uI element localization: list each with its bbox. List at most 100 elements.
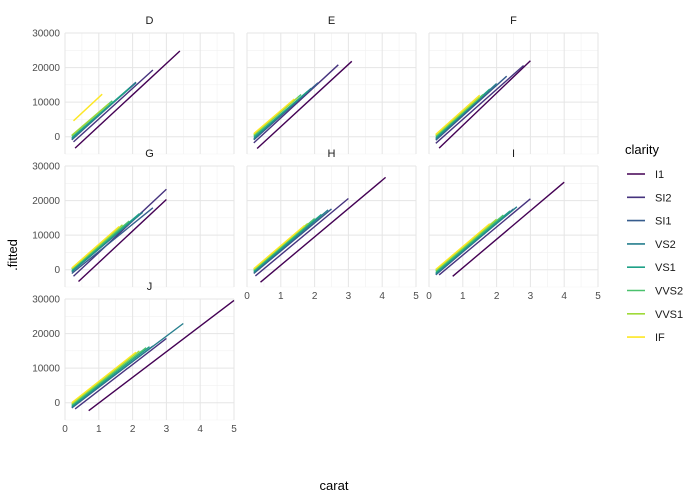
facet-j-line-si2 bbox=[74, 337, 167, 410]
facet-g-line-i1 bbox=[78, 198, 167, 283]
facet-h-line-if bbox=[253, 224, 305, 270]
legend-item-if: IF bbox=[627, 332, 665, 344]
facet-j-x-tick-label: 0 bbox=[62, 424, 68, 435]
legend-items: I1 SI2 SI1 VS2 VS1 VVS2 VVS1 IF bbox=[627, 169, 683, 344]
facet-g-y-tick-label: 30000 bbox=[32, 162, 60, 173]
facet-i-x-tick-label: 3 bbox=[528, 291, 534, 302]
legend-label-vvs1: VVS1 bbox=[655, 309, 683, 321]
facet-j-y-tick-label: 20000 bbox=[32, 329, 60, 340]
facet-j-x-tick-label: 1 bbox=[96, 424, 102, 435]
facet-d: D 0 10000 20000 30000 bbox=[32, 15, 235, 155]
facet-d-y-tick-label: 10000 bbox=[32, 98, 60, 109]
facet-h-line-vs2 bbox=[253, 209, 329, 274]
legend-label-si1: SI1 bbox=[655, 216, 672, 228]
facet-d-strip-label: D bbox=[146, 15, 154, 27]
facet-h-x-tick-label: 0 bbox=[244, 291, 250, 302]
facet-i: I 0 1 2 3 4 5 bbox=[426, 148, 601, 302]
facet-i-line-if bbox=[435, 223, 491, 270]
facet-g-line-si1 bbox=[71, 207, 154, 275]
facet-j-x-tick-label: 3 bbox=[164, 424, 170, 435]
legend-item-si2: SI2 bbox=[627, 192, 672, 204]
facet-h-x-tick-label: 1 bbox=[278, 291, 284, 302]
facet-j-line-vs2 bbox=[71, 322, 184, 408]
facet-j-strip-label: J bbox=[147, 281, 153, 293]
facet-e-line-i1 bbox=[256, 60, 353, 150]
legend-item-vvs1: VVS1 bbox=[627, 309, 683, 321]
legend-label-vs2: VS2 bbox=[655, 239, 676, 251]
facet-g-y-tick-label: 10000 bbox=[32, 231, 60, 242]
legend: clarity I1 SI2 SI1 VS2 VS1 VVS2 VVS1 IF bbox=[625, 142, 683, 344]
y-axis-title: .fitted bbox=[5, 239, 20, 271]
facet-d-line-i1 bbox=[74, 50, 181, 149]
legend-title: clarity bbox=[625, 142, 659, 157]
facet-i-line-vvs1 bbox=[435, 218, 498, 271]
facet-f-line-i1 bbox=[438, 60, 531, 149]
facet-e-strip-label: E bbox=[328, 15, 335, 27]
facet-j-y-tick-label: 0 bbox=[54, 398, 60, 409]
facet-g: G 0 10000 20000 30000 bbox=[32, 148, 235, 288]
facet-d-y-tick-label: 30000 bbox=[32, 29, 60, 40]
facet-i-x-tick-label: 4 bbox=[561, 291, 567, 302]
facet-d-y-tick-label: 0 bbox=[54, 132, 60, 143]
facet-f-line-si2 bbox=[435, 64, 525, 144]
facet-h-line-si2 bbox=[254, 197, 349, 277]
facet-d-line-vs1 bbox=[71, 87, 130, 139]
facet-h-x-tick-label: 5 bbox=[413, 291, 419, 302]
facet-g-line-vs2 bbox=[71, 211, 144, 273]
facet-h: H 0 1 2 3 4 5 bbox=[244, 148, 419, 302]
facet-j-line-i1 bbox=[88, 299, 235, 412]
facet-e-line-vvs1 bbox=[253, 97, 299, 136]
facets-layer: D 0 10000 20000 30000 E F G 0 10000 20000 30000 H 0 1 2… bbox=[32, 15, 601, 435]
facet-g-y-tick-label: 20000 bbox=[32, 196, 60, 207]
facet-h-x-tick-label: 2 bbox=[312, 291, 318, 302]
facet-f-strip-label: F bbox=[510, 15, 517, 27]
facet-i-line-si2 bbox=[438, 198, 531, 276]
facet-i-line-vs1 bbox=[435, 210, 511, 274]
facet-j-line-vs1 bbox=[71, 346, 150, 407]
facet-g-line-si2 bbox=[73, 188, 167, 277]
legend-item-i1: I1 bbox=[627, 169, 664, 181]
facet-j-x-tick-label: 2 bbox=[130, 424, 136, 435]
facet-d-y-tick-label: 20000 bbox=[32, 63, 60, 74]
facet-g-y-tick-label: 0 bbox=[54, 265, 60, 276]
facet-j-x-tick-label: 5 bbox=[231, 424, 237, 435]
facet-h-line-vs1 bbox=[253, 213, 322, 272]
facet-j-x-tick-label: 4 bbox=[197, 424, 203, 435]
facet-h-x-tick-label: 4 bbox=[379, 291, 385, 302]
facet-j-line-vvs2 bbox=[71, 347, 147, 406]
facet-e-line-if bbox=[253, 98, 295, 135]
facet-i-x-tick-label: 0 bbox=[426, 291, 432, 302]
facet-f-line-si1 bbox=[435, 75, 508, 141]
facet-d-line-if bbox=[73, 93, 103, 122]
legend-label-vvs2: VVS2 bbox=[655, 286, 683, 298]
legend-item-vs1: VS1 bbox=[627, 262, 676, 274]
facet-i-x-tick-label: 2 bbox=[494, 291, 500, 302]
legend-label-vs1: VS1 bbox=[655, 262, 676, 274]
facet-j-y-tick-label: 10000 bbox=[32, 364, 60, 375]
facet-h-line-si1 bbox=[253, 208, 332, 275]
facet-i-line-vvs2 bbox=[435, 214, 504, 272]
facet-j-y-tick-label: 30000 bbox=[32, 295, 60, 306]
facet-e: E bbox=[246, 15, 417, 155]
facet-f-line-if bbox=[435, 94, 481, 135]
facet-i-strip-label: I bbox=[512, 148, 515, 160]
facet-i-x-tick-label: 5 bbox=[595, 291, 601, 302]
facet-e-line-vs1 bbox=[253, 90, 309, 138]
facet-h-line-i1 bbox=[260, 176, 387, 283]
facet-e-line-si2 bbox=[253, 64, 339, 144]
facet-g-line-vs1 bbox=[71, 213, 140, 272]
legend-item-si1: SI1 bbox=[627, 216, 672, 228]
facet-j-line-if bbox=[71, 351, 137, 404]
facet-i-line-vs2 bbox=[435, 206, 518, 275]
legend-label-si2: SI2 bbox=[655, 192, 672, 204]
facet-h-x-tick-label: 3 bbox=[346, 291, 352, 302]
facet-h-strip-label: H bbox=[328, 148, 336, 160]
x-axis-title: carat bbox=[320, 478, 349, 493]
legend-label-i1: I1 bbox=[655, 169, 664, 181]
legend-item-vs2: VS2 bbox=[627, 239, 676, 251]
facet-g-strip-label: G bbox=[145, 148, 154, 160]
facet-j: J 0 10000 20000 30000 0 1 2 3 4 5 bbox=[32, 281, 237, 435]
facet-d-line-vvs1 bbox=[71, 102, 110, 136]
legend-label-if: IF bbox=[655, 332, 665, 344]
